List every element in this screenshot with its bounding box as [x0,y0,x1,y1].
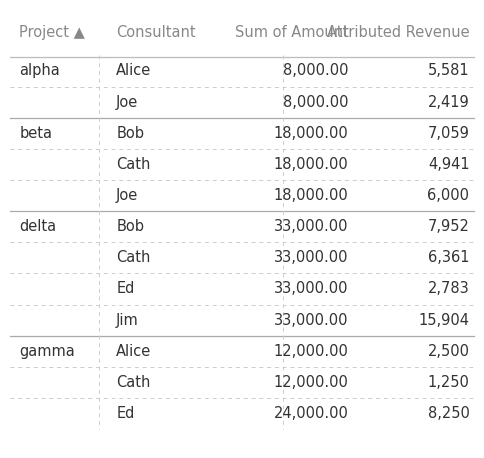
Text: Sum of Amount: Sum of Amount [235,25,348,39]
Text: Joe: Joe [116,188,138,203]
Text: Alice: Alice [116,344,151,359]
Text: 8,250: 8,250 [427,406,469,421]
Text: 6,361: 6,361 [428,251,469,265]
Text: Alice: Alice [116,64,151,78]
Text: Cath: Cath [116,375,151,390]
Text: Bob: Bob [116,126,144,141]
Text: 2,783: 2,783 [428,282,469,296]
Text: 33,000.00: 33,000.00 [274,282,348,296]
Text: Joe: Joe [116,95,138,109]
Text: Attributed Revenue: Attributed Revenue [327,25,469,39]
Text: 33,000.00: 33,000.00 [274,219,348,234]
Text: 8,000.00: 8,000.00 [283,95,348,109]
Text: 33,000.00: 33,000.00 [274,313,348,327]
Text: 1,250: 1,250 [427,375,469,390]
Text: 5,581: 5,581 [428,64,469,78]
Text: Ed: Ed [116,406,135,421]
Text: 18,000.00: 18,000.00 [274,126,348,141]
Text: 4,941: 4,941 [428,157,469,172]
Text: Jim: Jim [116,313,139,327]
Text: 15,904: 15,904 [419,313,469,327]
Text: Project ▲: Project ▲ [19,25,85,39]
Text: beta: beta [19,126,52,141]
Text: 7,952: 7,952 [427,219,469,234]
Text: Ed: Ed [116,282,135,296]
Text: 6,000: 6,000 [427,188,469,203]
Text: 33,000.00: 33,000.00 [274,251,348,265]
Text: 18,000.00: 18,000.00 [274,188,348,203]
Text: Cath: Cath [116,251,151,265]
Text: delta: delta [19,219,57,234]
Text: 8,000.00: 8,000.00 [283,64,348,78]
Text: Consultant: Consultant [116,25,196,39]
Text: Bob: Bob [116,219,144,234]
Text: 24,000.00: 24,000.00 [273,406,348,421]
Text: alpha: alpha [19,64,60,78]
Text: 12,000.00: 12,000.00 [273,375,348,390]
Text: gamma: gamma [19,344,75,359]
Text: 7,059: 7,059 [427,126,469,141]
Text: 2,500: 2,500 [427,344,469,359]
Text: 12,000.00: 12,000.00 [273,344,348,359]
Text: Cath: Cath [116,157,151,172]
Text: 18,000.00: 18,000.00 [274,157,348,172]
Text: 2,419: 2,419 [428,95,469,109]
